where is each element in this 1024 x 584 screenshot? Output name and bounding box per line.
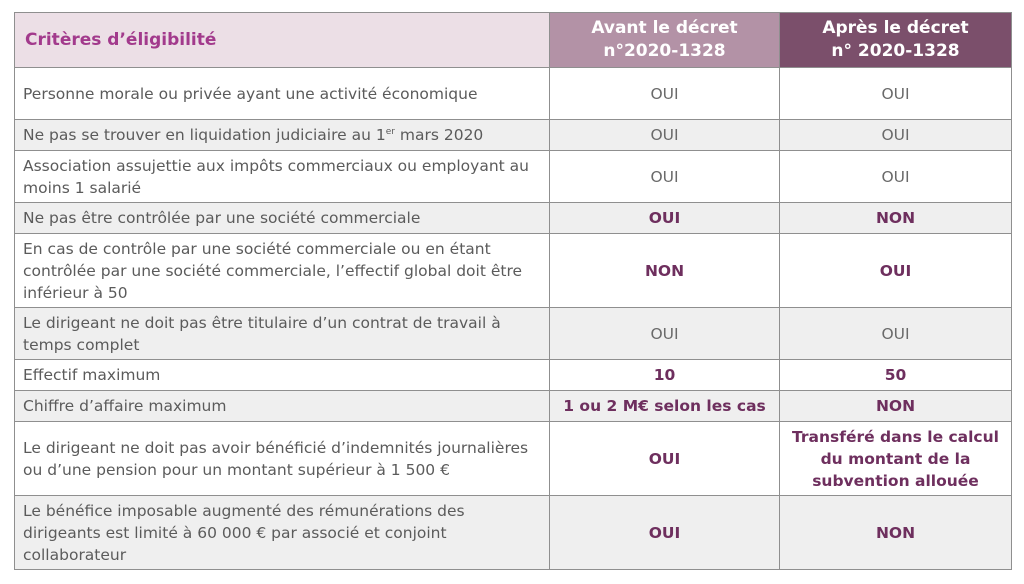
after-value: NON: [779, 495, 1012, 570]
criterion-cell: Ne pas être contrôlée par une société co…: [14, 202, 550, 234]
after-value: NON: [779, 202, 1012, 234]
header-before-decree: Avant le décret n°2020-1328: [549, 12, 780, 68]
header-criteria: Critères d’éligibilité: [14, 12, 550, 68]
table-row: En cas de contrôle par une société comme…: [14, 233, 1012, 308]
criterion-text-end: mars 2020: [394, 126, 484, 144]
header-after-line2: n° 2020-1328: [831, 41, 960, 61]
criterion-text: Ne pas se trouver en liquidation judicia…: [23, 126, 386, 144]
criterion-cell: Le bénéfice imposable augmenté des rémun…: [14, 495, 550, 570]
before-value: OUI: [549, 202, 780, 234]
table-row: Ne pas se trouver en liquidation judicia…: [14, 119, 1012, 151]
after-value: 50: [779, 359, 1012, 391]
criterion-cell: Le dirigeant ne doit pas avoir bénéficié…: [14, 421, 550, 496]
before-value: OUI: [549, 495, 780, 570]
before-value: OUI: [549, 119, 780, 151]
header-after-line1: Après le décret: [822, 18, 969, 38]
criterion-cell: Ne pas se trouver en liquidation judicia…: [14, 119, 550, 151]
criterion-cell: Le dirigeant ne doit pas être titulaire …: [14, 307, 550, 360]
table-row: Chiffre d’affaire maximum 1 ou 2 M€ selo…: [14, 390, 1012, 422]
after-value: OUI: [779, 150, 1012, 203]
eligibility-table-container: Critères d’éligibilité Avant le décret n…: [14, 12, 1012, 570]
criterion-cell: Chiffre d’affaire maximum: [14, 390, 550, 422]
before-value: 10: [549, 359, 780, 391]
table-row: Personne morale ou privée ayant une acti…: [14, 67, 1012, 120]
table-row: Association assujettie aux impôts commer…: [14, 150, 1012, 203]
after-value: Transféré dans le calcul du montant de l…: [779, 421, 1012, 496]
after-value: OUI: [779, 67, 1012, 120]
table-row: Le dirigeant ne doit pas être titulaire …: [14, 307, 1012, 360]
before-value: OUI: [549, 67, 780, 120]
header-before-line1: Avant le décret: [591, 18, 738, 38]
criterion-cell: Personne morale ou privée ayant une acti…: [14, 67, 550, 120]
table-row: Ne pas être contrôlée par une société co…: [14, 202, 1012, 234]
after-value: NON: [779, 390, 1012, 422]
criterion-cell: Association assujettie aux impôts commer…: [14, 150, 550, 203]
header-before-line2: n°2020-1328: [603, 41, 726, 61]
before-value: NON: [549, 233, 780, 308]
criterion-cell: Effectif maximum: [14, 359, 550, 391]
before-value: 1 ou 2 M€ selon les cas: [549, 390, 780, 422]
after-value: OUI: [779, 307, 1012, 360]
table-row: Le dirigeant ne doit pas avoir bénéficié…: [14, 421, 1012, 496]
criterion-cell: En cas de contrôle par une société comme…: [14, 233, 550, 308]
eligibility-table: Critères d’éligibilité Avant le décret n…: [14, 12, 1012, 570]
header-after-decree: Après le décret n° 2020-1328: [779, 12, 1012, 68]
before-value: OUI: [549, 150, 780, 203]
table-row: Le bénéfice imposable augmenté des rémun…: [14, 495, 1012, 570]
after-value: OUI: [779, 119, 1012, 151]
before-value: OUI: [549, 421, 780, 496]
criterion-superscript: er: [385, 127, 395, 137]
table-header-row: Critères d’éligibilité Avant le décret n…: [14, 12, 1012, 68]
before-value: OUI: [549, 307, 780, 360]
table-row: Effectif maximum 10 50: [14, 359, 1012, 391]
after-value: OUI: [779, 233, 1012, 308]
